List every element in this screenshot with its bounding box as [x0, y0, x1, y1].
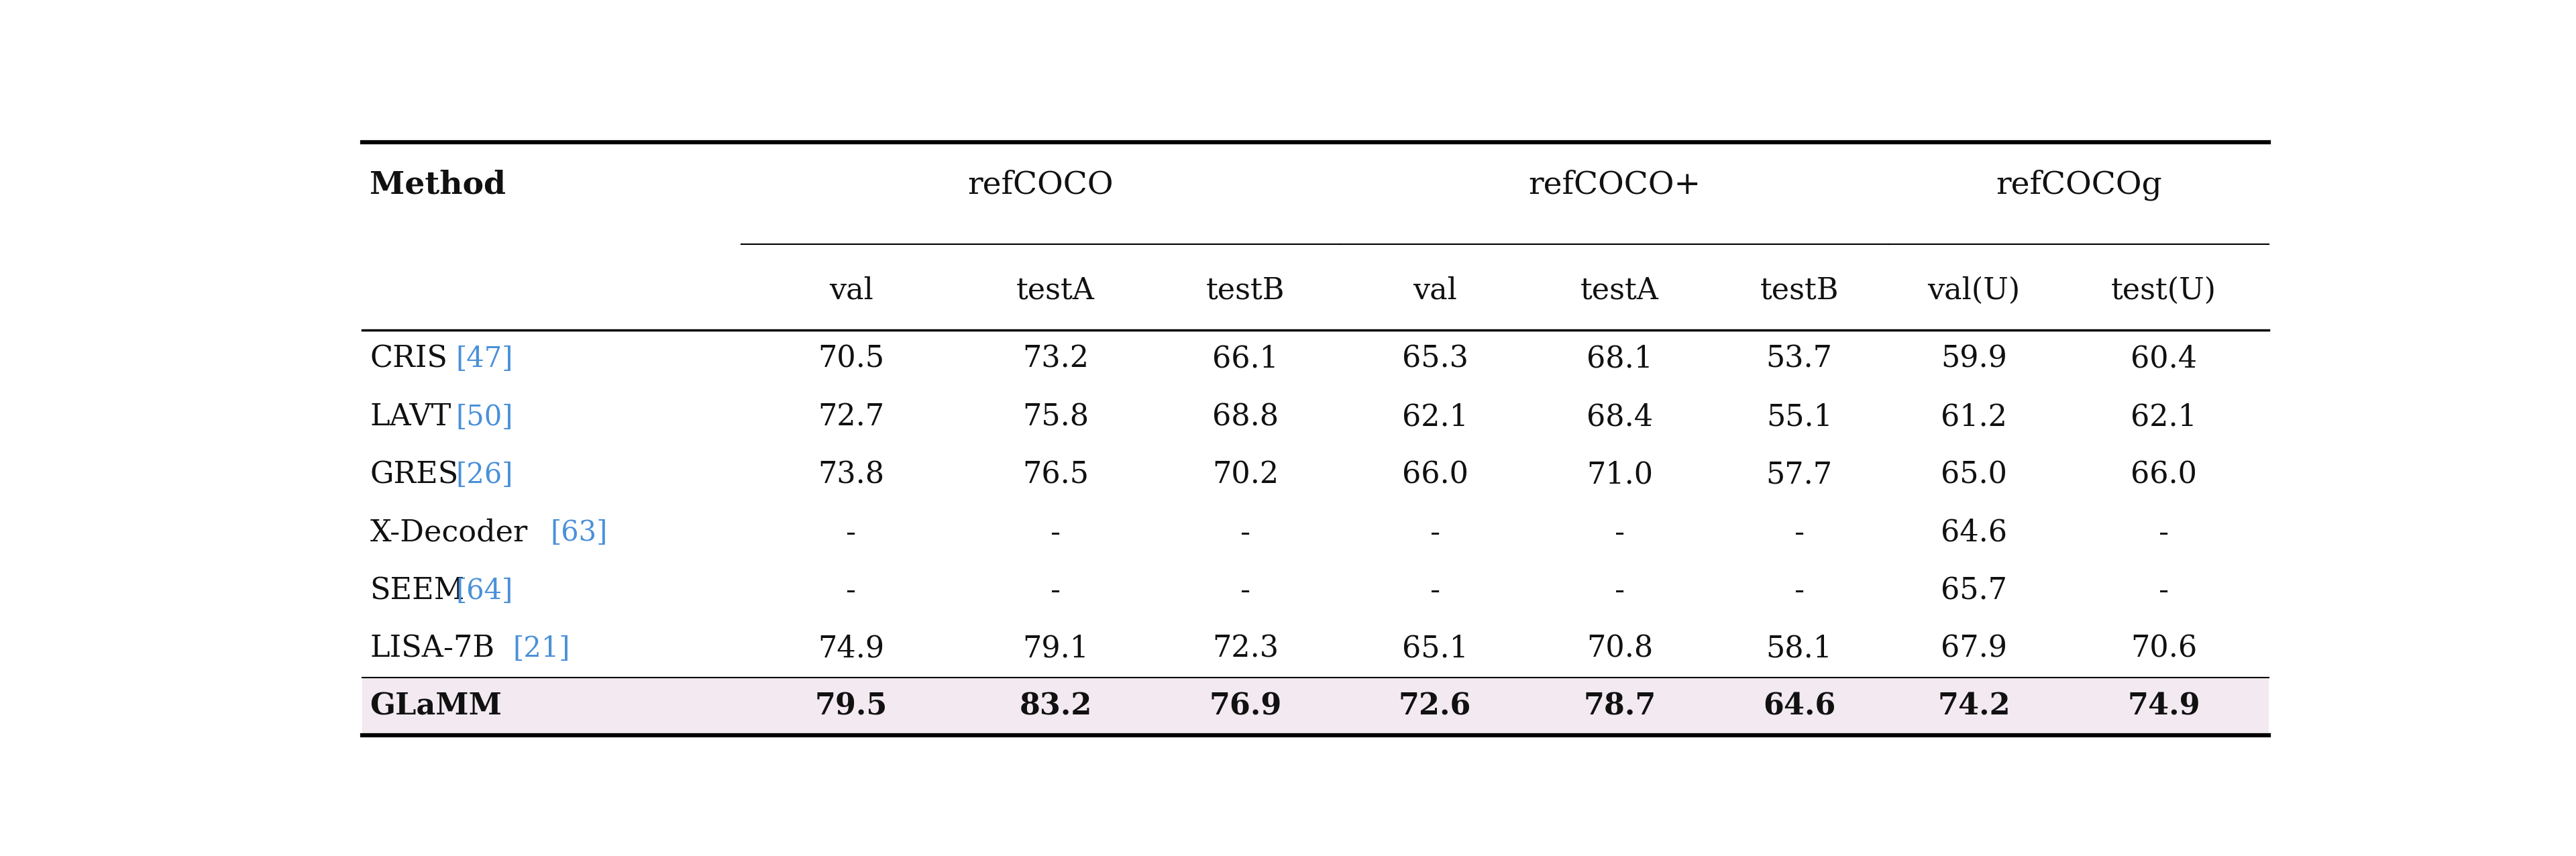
Text: 53.7: 53.7 — [1767, 345, 1832, 373]
Text: LAVT: LAVT — [371, 402, 451, 431]
Text: 76.9: 76.9 — [1208, 693, 1283, 721]
Text: val: val — [829, 276, 873, 305]
Text: -: - — [2159, 576, 2169, 605]
Text: LISA-7B: LISA-7B — [371, 634, 495, 663]
Text: 79.1: 79.1 — [1023, 634, 1090, 663]
Text: testA: testA — [1582, 276, 1659, 305]
Text: -: - — [1430, 519, 1440, 547]
Text: 70.6: 70.6 — [2130, 634, 2197, 663]
Text: 72.7: 72.7 — [817, 402, 884, 431]
Text: 62.1: 62.1 — [2130, 402, 2197, 431]
Text: SEEM: SEEM — [371, 576, 464, 605]
Text: [21]: [21] — [513, 634, 569, 663]
Text: -: - — [845, 519, 855, 547]
Text: X-Decoder: X-Decoder — [371, 519, 528, 547]
Text: 72.6: 72.6 — [1399, 693, 1471, 721]
Text: refCOCO+: refCOCO+ — [1528, 170, 1700, 200]
Text: testB: testB — [1759, 276, 1839, 305]
Text: 61.2: 61.2 — [1940, 402, 2007, 431]
Text: 58.1: 58.1 — [1767, 634, 1832, 663]
Text: 76.5: 76.5 — [1023, 461, 1090, 490]
Text: GLaMM: GLaMM — [371, 693, 502, 721]
Text: 68.4: 68.4 — [1587, 402, 1654, 431]
Text: 70.5: 70.5 — [817, 345, 884, 373]
Text: 68.8: 68.8 — [1213, 402, 1278, 431]
Text: refCOCOg: refCOCOg — [1996, 169, 2161, 200]
Text: -: - — [1239, 519, 1249, 547]
Text: -: - — [845, 576, 855, 605]
Text: -: - — [1430, 576, 1440, 605]
Text: 62.1: 62.1 — [1401, 402, 1468, 431]
Text: refCOCO: refCOCO — [969, 170, 1113, 200]
Text: [64]: [64] — [456, 577, 513, 605]
Text: 66.0: 66.0 — [1401, 461, 1468, 490]
Bar — [361, 678, 2269, 735]
Text: -: - — [1795, 519, 1803, 547]
Text: test(U): test(U) — [2110, 276, 2215, 305]
Text: -: - — [1615, 519, 1625, 547]
Text: testB: testB — [1206, 276, 1285, 305]
Text: -: - — [1051, 519, 1061, 547]
Text: testA: testA — [1018, 276, 1095, 305]
Text: [47]: [47] — [456, 345, 513, 373]
Text: GRES: GRES — [371, 461, 459, 490]
Text: 70.2: 70.2 — [1213, 461, 1278, 490]
Text: 74.9: 74.9 — [2128, 693, 2200, 721]
Text: 64.6: 64.6 — [1762, 693, 1837, 721]
Text: 64.6: 64.6 — [1940, 519, 2007, 547]
Text: -: - — [1051, 576, 1061, 605]
Text: CRIS: CRIS — [371, 345, 448, 373]
Text: 66.1: 66.1 — [1213, 345, 1278, 373]
Text: [26]: [26] — [456, 461, 513, 489]
Text: 65.7: 65.7 — [1940, 576, 2007, 605]
Text: 66.0: 66.0 — [2130, 461, 2197, 490]
Text: 71.0: 71.0 — [1587, 461, 1654, 490]
Text: -: - — [1239, 576, 1249, 605]
Text: 68.1: 68.1 — [1587, 345, 1654, 373]
Text: 72.3: 72.3 — [1213, 634, 1278, 663]
Text: 75.8: 75.8 — [1023, 402, 1090, 431]
Text: 65.1: 65.1 — [1401, 634, 1468, 663]
Text: 74.9: 74.9 — [817, 634, 884, 663]
Text: 67.9: 67.9 — [1940, 634, 2007, 663]
Text: 73.2: 73.2 — [1023, 345, 1090, 373]
Text: 70.8: 70.8 — [1587, 634, 1654, 663]
Text: [63]: [63] — [551, 519, 608, 547]
Text: 78.7: 78.7 — [1584, 693, 1656, 721]
Text: 73.8: 73.8 — [817, 461, 884, 490]
Text: val: val — [1412, 276, 1458, 305]
Text: val(U): val(U) — [1927, 276, 2020, 305]
Text: Method: Method — [371, 169, 505, 200]
Text: 79.5: 79.5 — [814, 693, 886, 721]
Text: -: - — [1795, 576, 1803, 605]
Text: -: - — [2159, 519, 2169, 547]
Text: 74.2: 74.2 — [1937, 693, 2009, 721]
Text: [50]: [50] — [456, 403, 513, 431]
Text: 65.3: 65.3 — [1401, 345, 1468, 373]
Text: 57.7: 57.7 — [1767, 461, 1832, 490]
Text: 83.2: 83.2 — [1020, 693, 1092, 721]
Text: 59.9: 59.9 — [1940, 345, 2007, 373]
Text: 55.1: 55.1 — [1767, 402, 1832, 431]
Text: 60.4: 60.4 — [2130, 345, 2197, 373]
Text: 65.0: 65.0 — [1940, 461, 2007, 490]
Text: -: - — [1615, 576, 1625, 605]
